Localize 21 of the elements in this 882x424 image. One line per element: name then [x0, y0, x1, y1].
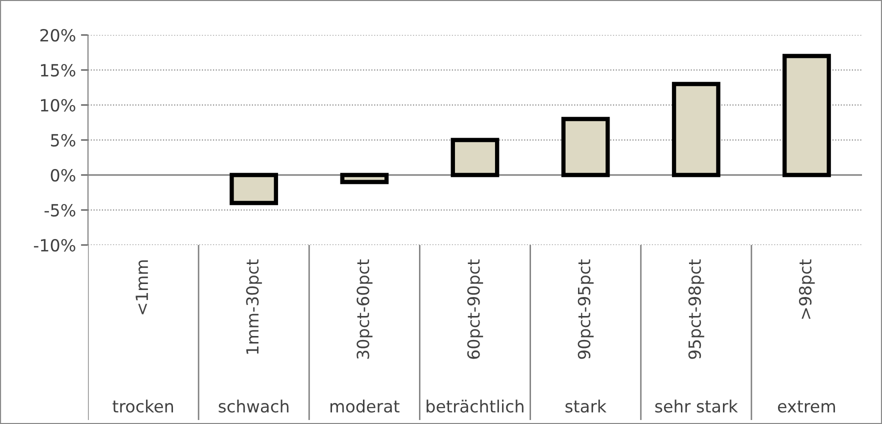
y-tick-label: -10% — [34, 238, 76, 252]
y-tick-label: 10% — [40, 98, 76, 112]
y-tick-label: 15% — [40, 64, 76, 77]
x-tick-label: >98pct — [798, 259, 815, 319]
x-tick-label: 1mm-30pct — [246, 259, 262, 354]
x-tick-label: 90pct-95pct — [578, 259, 594, 359]
y-tick-label: -5% — [44, 204, 76, 217]
text: sehr stark — [655, 400, 738, 413]
y-tick-label: 20% — [40, 28, 76, 42]
text: moderat — [330, 400, 400, 413]
text: extrem — [778, 400, 835, 413]
text: schwach — [218, 400, 288, 413]
x-tick-label: 30pct-60pct — [356, 259, 372, 359]
x-tick-label: 60pct-90pct — [467, 259, 484, 359]
text: stark — [566, 400, 606, 413]
x-tick-label: 95pct-98pct — [688, 259, 704, 359]
y-tick-label: 5% — [51, 134, 76, 147]
text: beträchtlich — [426, 400, 524, 413]
y-tick-label: 0% — [50, 168, 76, 182]
text: trocken — [112, 400, 173, 413]
x-tick-label: <1mm — [136, 260, 148, 314]
